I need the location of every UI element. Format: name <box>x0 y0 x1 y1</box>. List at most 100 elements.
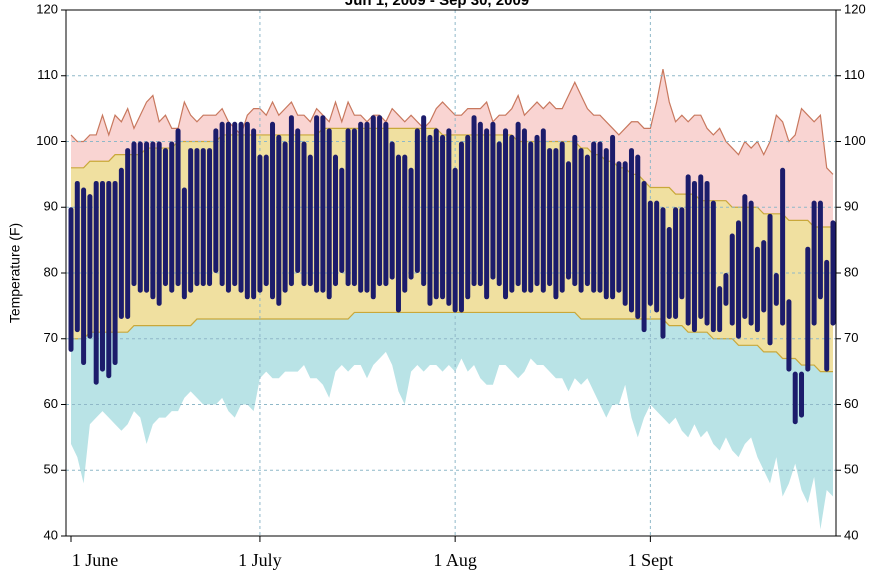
daily-range-bar <box>578 148 584 293</box>
daily-range-bar <box>150 141 156 300</box>
y-tick-label: 80 <box>44 264 58 279</box>
daily-range-bar <box>408 167 414 280</box>
daily-range-bar <box>610 134 616 300</box>
y2-tick-label: 40 <box>844 527 858 542</box>
daily-range-bar <box>295 128 301 273</box>
daily-range-bar <box>515 121 521 287</box>
daily-range-bar <box>282 141 288 293</box>
daily-range-bar <box>490 121 496 280</box>
daily-range-bar <box>647 200 653 306</box>
daily-range-bar <box>616 161 622 293</box>
daily-range-bar <box>427 134 433 306</box>
daily-range-bar <box>566 161 572 280</box>
y-tick-label: 40 <box>44 527 58 542</box>
daily-range-bar <box>773 273 779 306</box>
daily-range-bar <box>591 141 597 293</box>
daily-range-bar <box>345 128 351 287</box>
daily-range-bar <box>175 128 181 287</box>
daily-range-bar <box>503 128 509 300</box>
x-tick-label: 1 July <box>238 550 282 570</box>
daily-range-bar <box>465 134 471 300</box>
plot-frame <box>65 9 837 537</box>
daily-range-bar <box>389 141 395 280</box>
daily-range-bar <box>572 134 578 287</box>
daily-range-bar <box>188 148 194 293</box>
daily-range-bar <box>496 141 502 287</box>
daily-range-bar <box>402 154 408 293</box>
daily-range-bar <box>93 180 99 385</box>
daily-range-bar <box>641 180 647 333</box>
y2-tick-label: 110 <box>844 67 865 82</box>
daily-range-bar <box>320 115 326 293</box>
daily-range-bar <box>288 115 294 287</box>
daily-range-bar <box>276 134 282 306</box>
daily-range-bar <box>666 226 672 320</box>
daily-range-bar <box>717 286 723 333</box>
daily-range-bar <box>125 148 131 320</box>
daily-range-bar <box>314 115 320 293</box>
y2-tick-label: 70 <box>844 330 858 345</box>
daily-range-bar <box>377 115 383 287</box>
daily-range-bar <box>99 180 105 372</box>
daily-range-bar <box>452 167 458 313</box>
daily-range-bar <box>767 213 773 346</box>
daily-range-bar <box>698 174 704 320</box>
daily-range-bar <box>547 148 553 287</box>
daily-range-bar <box>263 154 269 287</box>
daily-range-bar <box>673 207 679 320</box>
x-tick-label: 1 Sept <box>628 550 674 570</box>
y2-tick-label: 60 <box>844 396 858 411</box>
daily-range-bar <box>440 134 446 300</box>
daily-range-bar <box>181 187 187 300</box>
y-tick-label: 90 <box>44 199 58 214</box>
y-tick-label: 60 <box>44 396 58 411</box>
daily-range-bar <box>780 167 786 326</box>
y2-tick-label: 100 <box>844 133 866 148</box>
daily-range-bar <box>156 141 162 306</box>
daily-range-bar <box>729 233 735 326</box>
daily-range-bar <box>414 128 420 273</box>
daily-range-bar <box>654 200 660 313</box>
daily-range-bar <box>830 220 836 326</box>
daily-range-bar <box>433 128 439 300</box>
daily-range-bar <box>225 121 231 293</box>
daily-range-bar <box>540 128 546 293</box>
daily-range-bar <box>786 299 792 372</box>
daily-range-bar <box>534 134 540 287</box>
x-tick-label: 1 Aug <box>433 550 477 570</box>
daily-range-bar <box>736 220 742 339</box>
daily-range-bar <box>81 187 87 366</box>
daily-range-bar <box>207 148 213 287</box>
daily-range-bar <box>339 167 345 273</box>
normal-low-line <box>71 311 833 373</box>
y-axis-label: Temperature (F) <box>7 223 23 323</box>
daily-range-bar <box>528 141 534 293</box>
daily-range-bar <box>691 180 697 333</box>
x-tick-label: 1 June <box>72 550 119 570</box>
y2-tick-label: 90 <box>844 199 858 214</box>
daily-range-bar <box>685 174 691 326</box>
y-tick-label: 70 <box>44 330 58 345</box>
daily-range-bar <box>458 141 464 313</box>
record-high-line <box>70 69 834 175</box>
chart-title: Jun 1, 2009 - Sep 30, 2009 <box>345 0 529 9</box>
daily-range-bar <box>137 141 143 293</box>
daily-range-bar <box>811 200 817 326</box>
daily-range-bar <box>584 154 590 287</box>
daily-range-bar <box>710 200 716 333</box>
record-high-band <box>71 69 833 227</box>
daily-range-bar <box>74 180 80 333</box>
daily-range-bar <box>597 141 603 293</box>
daily-range-bar <box>446 128 452 306</box>
y-tick-label: 110 <box>37 67 58 82</box>
daily-range-bar <box>622 161 628 306</box>
daily-range-bar <box>162 148 168 287</box>
daily-range-bar <box>87 194 93 339</box>
y2-tick-label: 80 <box>844 264 858 279</box>
daily-range-bar <box>509 134 515 293</box>
daily-range-bar <box>200 148 206 287</box>
daily-range-bar <box>824 259 830 372</box>
daily-range-bar <box>307 154 313 287</box>
daily-range-bar <box>521 128 527 293</box>
